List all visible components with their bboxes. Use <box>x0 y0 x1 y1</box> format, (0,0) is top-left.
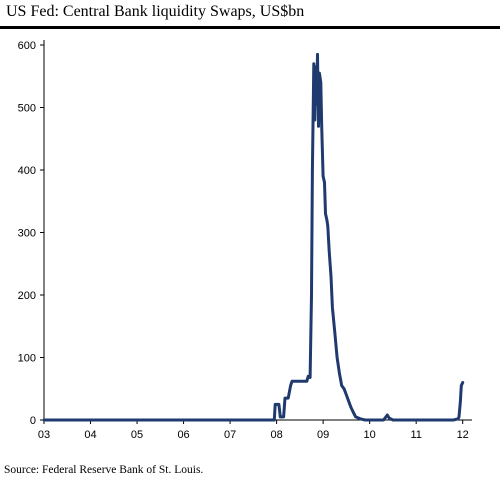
x-tick-label: 10 <box>364 429 376 441</box>
source-note: Source: Federal Reserve Bank of St. Loui… <box>4 464 204 476</box>
x-tick-label: 05 <box>131 429 143 441</box>
x-tick-label: 11 <box>410 429 421 441</box>
x-tick-label: 04 <box>84 429 96 441</box>
x-tick-label: 06 <box>177 429 189 441</box>
y-axis-ticks: 0 100 200 300 400 500 600 <box>18 40 44 427</box>
series-group <box>42 52 465 422</box>
series-line <box>42 52 465 422</box>
x-tick-label: 07 <box>224 429 236 441</box>
axes <box>43 40 472 421</box>
y-tick-label: 0 <box>30 415 36 427</box>
x-axis-ticks: 03 04 05 06 07 08 09 10 11 12 <box>38 420 469 441</box>
y-tick-label: 600 <box>18 40 36 52</box>
chart-title: US Fed: Central Bank liquidity Swaps, US… <box>6 3 305 20</box>
y-tick-label: 500 <box>18 103 36 115</box>
x-tick-label: 12 <box>457 429 469 441</box>
y-tick-label: 400 <box>18 165 36 177</box>
y-tick-label: 300 <box>18 228 36 240</box>
x-tick-label: 08 <box>270 429 282 441</box>
x-tick-label: 03 <box>38 429 50 441</box>
x-tick-label: 09 <box>317 429 329 441</box>
y-tick-label: 200 <box>18 290 36 302</box>
title-rule <box>0 26 500 29</box>
y-tick-label: 100 <box>18 353 36 365</box>
